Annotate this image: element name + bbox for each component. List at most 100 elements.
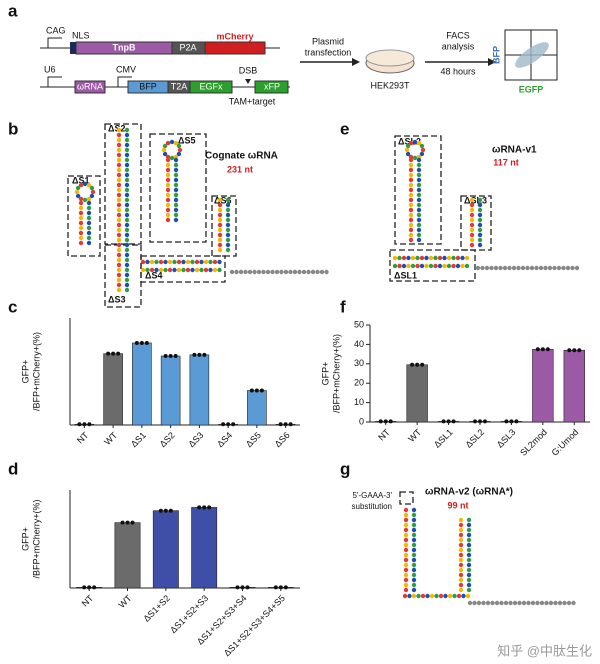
x-tick-label: NT <box>75 430 91 446</box>
nucleotide <box>194 259 200 265</box>
nucleotide <box>165 177 171 183</box>
nucleotide <box>217 227 223 233</box>
nucleotide <box>411 562 417 568</box>
nucleotide <box>194 267 200 273</box>
element-label: DSB <box>239 65 258 75</box>
nucleotide <box>165 207 171 213</box>
x-tick-label: WT <box>117 593 134 610</box>
y-axis-label: /BFP+mCherry+(%) <box>31 499 41 578</box>
bar <box>191 507 218 589</box>
nucleotide <box>124 202 130 208</box>
nucleotide <box>225 207 231 213</box>
x-tick-label: ΔS3 <box>186 430 205 449</box>
nucleotide <box>78 210 84 216</box>
region-label: ΔSL1 <box>394 270 417 280</box>
nucleotide <box>403 527 409 533</box>
nucleotide <box>176 143 182 149</box>
replicate-dot <box>509 419 514 424</box>
bar <box>160 355 181 426</box>
nucleotide <box>116 267 122 273</box>
nucleotide <box>78 230 84 236</box>
nucleotide <box>458 532 464 538</box>
nucleotide <box>477 212 483 218</box>
nucleotide <box>411 542 417 548</box>
nucleotide <box>116 217 122 223</box>
nucleotide <box>279 269 284 275</box>
x-tick-label: G:Umod <box>550 427 581 458</box>
nucleotide <box>124 137 130 143</box>
element-label: EGFx <box>199 81 223 91</box>
nucleotide <box>466 582 472 588</box>
nucleotide <box>124 222 130 228</box>
nucleotide <box>177 147 183 153</box>
replicate-dot <box>106 351 111 356</box>
nucleotide <box>458 542 464 548</box>
nucleotide <box>124 187 130 193</box>
nucleotide <box>469 237 475 243</box>
nucleotide <box>217 267 222 273</box>
nucleotide <box>217 247 223 253</box>
nucleotide <box>78 240 84 246</box>
nucleotide <box>411 577 417 583</box>
nucleotide <box>408 207 414 213</box>
nucleotide <box>419 255 425 261</box>
nucleotide <box>86 225 92 231</box>
nucleotide <box>408 167 414 173</box>
replicate-dot <box>446 419 451 424</box>
nucleotide <box>165 167 171 173</box>
nucleotide <box>124 242 130 248</box>
nucleotide <box>181 267 186 273</box>
deletion-box <box>67 175 101 257</box>
nucleotide <box>116 282 122 288</box>
nucleotide <box>116 287 122 293</box>
nucleotide <box>265 269 271 275</box>
step-label: 48 hours <box>440 66 476 76</box>
nucleotide <box>116 162 122 168</box>
step-label: FACS <box>446 30 470 40</box>
nucleotide <box>480 265 485 271</box>
nucleotide <box>469 227 475 233</box>
nucleotide <box>169 139 175 145</box>
nucleotide <box>553 600 558 606</box>
nucleotide <box>124 177 130 183</box>
nucleotide <box>165 192 171 198</box>
nucleotide <box>460 263 465 269</box>
replicate-dot <box>572 348 577 353</box>
nucleotide <box>477 217 483 223</box>
promoter-label: CMV <box>116 64 136 74</box>
bar <box>132 342 152 426</box>
nucleotide <box>404 147 410 153</box>
nucleotide <box>490 600 495 606</box>
nucleotide <box>288 269 293 275</box>
x-tick-label: WT <box>102 430 119 447</box>
bar <box>532 348 554 423</box>
nucleotide <box>416 217 422 223</box>
nucleotide <box>124 142 130 148</box>
nucleotide <box>319 269 325 275</box>
nucleotide <box>403 522 409 528</box>
nucleotide <box>301 269 307 275</box>
nucleotide <box>442 263 447 269</box>
nucleotide <box>217 217 223 223</box>
nucleotide <box>446 263 452 269</box>
nucleotide <box>82 181 88 187</box>
nucleotide <box>116 127 122 133</box>
y-tick-label: 30 <box>354 358 364 368</box>
nucleotide <box>403 577 409 583</box>
step-label: Plasmid <box>312 36 344 46</box>
nucleotide <box>124 172 130 178</box>
nucleotide <box>411 567 417 573</box>
nucleotide <box>451 263 456 269</box>
replicate-dot <box>192 352 197 357</box>
nucleotide <box>428 255 434 261</box>
replicate-dot <box>139 340 144 345</box>
nucleotide <box>469 242 475 248</box>
deletion-box <box>104 123 142 245</box>
bar <box>406 364 428 423</box>
step-label: analysis <box>442 41 475 51</box>
nucleotide <box>466 537 472 543</box>
nucleotide <box>75 185 81 191</box>
nucleotide <box>173 202 179 208</box>
nucleotide <box>477 197 483 203</box>
nucleotide <box>324 269 329 275</box>
